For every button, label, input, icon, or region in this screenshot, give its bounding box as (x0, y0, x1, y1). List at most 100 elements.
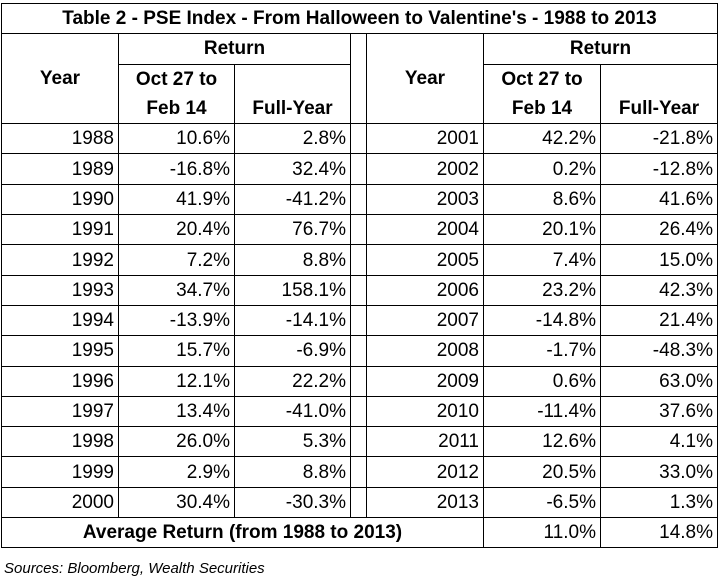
right-period-return-cell: -1.7% (483, 335, 601, 367)
table-row: 1988 10.6% 2.8% 2001 42.2% -21.8% (1, 123, 718, 155)
left-period-return-cell: 41.9% (118, 183, 235, 216)
table-row: 1992 7.2% 8.8% 2005 7.4% 15.0% (1, 244, 718, 276)
right-year-cell: 2004 (366, 214, 484, 246)
left-period-return-cell: 30.4% (118, 486, 235, 519)
table-row: 1990 41.9% -41.2% 2003 8.6% 41.6% (1, 183, 718, 216)
left-year-cell: 1988 (1, 123, 119, 155)
right-full-year-return-cell: 33.0% (600, 456, 718, 488)
right-full-year-return-cell: -12.8% (600, 153, 718, 185)
table-row: 1991 20.4% 76.7% 2004 20.1% 26.4% (1, 214, 718, 246)
left-full-year-return-cell: 32.4% (234, 153, 351, 185)
column-gap (350, 183, 367, 216)
right-period-return-cell: 20.1% (483, 214, 601, 246)
left-year-cell: 1991 (1, 214, 119, 246)
table-row: 1996 12.1% 22.2% 2009 0.6% 63.0% (1, 365, 718, 397)
right-full-year-return-cell: 15.0% (600, 244, 718, 276)
return-header-right: Return (483, 33, 718, 65)
column-gap (350, 365, 367, 397)
right-period-return-cell: 0.6% (483, 365, 601, 397)
right-year-cell: 2012 (366, 456, 484, 488)
left-period-return-cell: 2.9% (118, 456, 235, 488)
right-full-year-return-cell: 21.4% (600, 304, 718, 337)
left-full-year-return-cell: -14.1% (234, 304, 351, 337)
left-period-return-cell: -13.9% (118, 304, 235, 337)
left-full-year-return-cell: -41.0% (234, 395, 351, 428)
left-year-cell: 1998 (1, 426, 119, 458)
right-year-cell: 2002 (366, 153, 484, 185)
table-title: Table 2 - PSE Index - From Halloween to … (1, 2, 718, 35)
left-period-return-cell: 7.2% (118, 244, 235, 276)
right-full-year-return-cell: 1.3% (600, 486, 718, 519)
column-gap (350, 456, 367, 488)
right-period-return-cell: -6.5% (483, 486, 601, 519)
column-gap (350, 153, 367, 185)
title-row: Table 2 - PSE Index - From Halloween to … (1, 2, 718, 35)
full-year-header-right: Full-Year (600, 63, 718, 125)
right-period-return-cell: 42.2% (483, 123, 601, 155)
left-period-return-cell: 15.7% (118, 335, 235, 367)
column-gap (350, 304, 367, 337)
right-year-cell: 2009 (366, 365, 484, 397)
column-gap (350, 123, 367, 155)
left-year-cell: 1997 (1, 395, 119, 428)
right-full-year-return-cell: 4.1% (600, 426, 718, 458)
right-full-year-return-cell: -48.3% (600, 335, 718, 367)
table-row: 1995 15.7% -6.9% 2008 -1.7% -48.3% (1, 335, 718, 367)
right-period-return-cell: 8.6% (483, 183, 601, 216)
column-gap (350, 214, 367, 246)
column-gap (350, 486, 367, 519)
column-gap (350, 395, 367, 428)
table-row: 2000 30.4% -30.3% 2013 -6.5% 1.3% (1, 486, 718, 519)
right-year-cell: 2003 (366, 183, 484, 216)
left-period-return-cell: 26.0% (118, 426, 235, 458)
column-gap (350, 274, 367, 306)
right-period-return-cell: 20.5% (483, 456, 601, 488)
table-row: 1989 -16.8% 32.4% 2002 0.2% -12.8% (1, 153, 718, 185)
table-row: 1999 2.9% 8.8% 2012 20.5% 33.0% (1, 456, 718, 488)
right-full-year-return-cell: 41.6% (600, 183, 718, 216)
average-label: Average Return (from 1988 to 2013) (1, 517, 484, 549)
year-header-left: Year (1, 33, 119, 125)
left-full-year-return-cell: 5.3% (234, 426, 351, 458)
right-year-cell: 2013 (366, 486, 484, 519)
column-gap-header (350, 33, 367, 125)
left-year-cell: 1994 (1, 304, 119, 337)
left-year-cell: 1990 (1, 183, 119, 216)
left-year-cell: 1993 (1, 274, 119, 306)
average-full-year-return: 14.8% (600, 517, 718, 549)
right-period-return-cell: 0.2% (483, 153, 601, 185)
left-full-year-return-cell: 158.1% (234, 274, 351, 306)
left-period-return-cell: 34.7% (118, 274, 235, 306)
left-full-year-return-cell: -6.9% (234, 335, 351, 367)
right-year-cell: 2007 (366, 304, 484, 337)
return-header-left: Return (118, 33, 351, 65)
right-full-year-return-cell: 42.3% (600, 274, 718, 306)
full-year-header-left: Full-Year (234, 63, 351, 125)
period-header-right-line1: Oct 27 to (483, 63, 601, 94)
header-row-2: Oct 27 to Full-Year Oct 27 to Full-Year (2, 63, 718, 125)
right-full-year-return-cell: 63.0% (600, 365, 718, 397)
table-row: 1993 34.7% 158.1% 2006 23.2% 42.3% (1, 274, 718, 306)
period-header-left-line2: Feb 14 (118, 93, 235, 125)
right-full-year-return-cell: 37.6% (600, 395, 718, 428)
left-period-return-cell: -16.8% (118, 153, 235, 185)
column-gap (350, 244, 367, 276)
table-row: 1994 -13.9% -14.1% 2007 -14.8% 21.4% (1, 304, 718, 337)
left-period-return-cell: 12.1% (118, 365, 235, 397)
left-period-return-cell: 20.4% (118, 214, 235, 246)
right-year-cell: 2011 (366, 426, 484, 458)
left-year-cell: 1995 (1, 335, 119, 367)
table-row: 1997 13.4% -41.0% 2010 -11.4% 37.6% (1, 395, 718, 428)
average-row: Average Return (from 1988 to 2013) 11.0%… (1, 517, 718, 549)
right-year-cell: 2001 (366, 123, 484, 155)
table-row: 1998 26.0% 5.3% 2011 12.6% 4.1% (1, 426, 718, 458)
column-gap (350, 335, 367, 367)
left-year-cell: 1996 (1, 365, 119, 397)
right-year-cell: 2006 (366, 274, 484, 306)
right-period-return-cell: -14.8% (483, 304, 601, 337)
right-year-cell: 2010 (366, 395, 484, 428)
left-period-return-cell: 13.4% (118, 395, 235, 428)
right-period-return-cell: -11.4% (483, 395, 601, 428)
period-header-left-line1: Oct 27 to (118, 63, 235, 94)
